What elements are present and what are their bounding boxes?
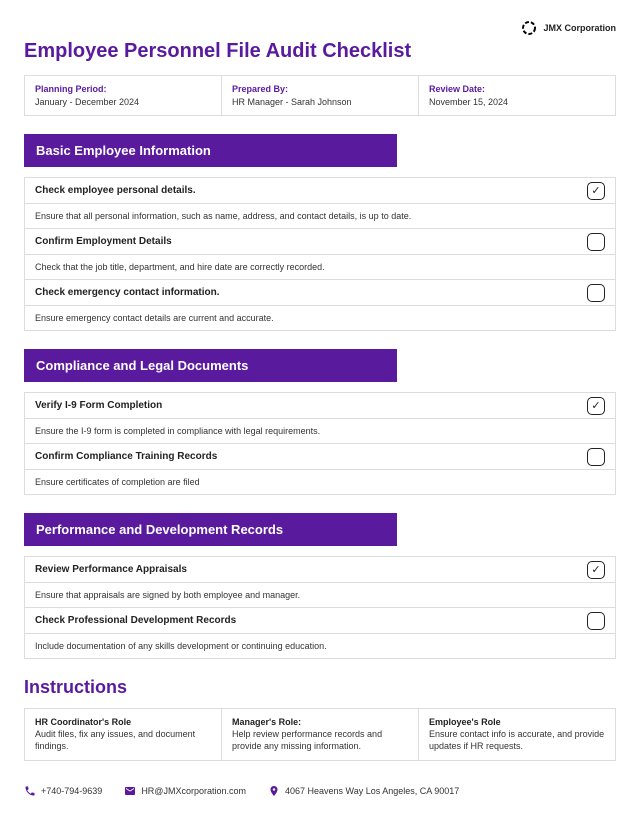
phone-text: +740-794-9639 xyxy=(41,786,102,796)
checkbox[interactable] xyxy=(587,284,605,302)
checkbox[interactable] xyxy=(587,612,605,630)
checklist-item-title: Verify I-9 Form Completion xyxy=(25,393,577,418)
address-text: 4067 Heavens Way Los Angeles, CA 90017 xyxy=(285,786,459,796)
instruction-label: Employee's Role xyxy=(429,717,605,727)
checklist-item: Verify I-9 Form Completion ✓ xyxy=(25,393,615,419)
checkbox[interactable]: ✓ xyxy=(587,182,605,200)
meta-table: Planning Period:January - December 2024P… xyxy=(24,75,616,116)
instruction-value: Audit files, fix any issues, and documen… xyxy=(35,729,211,752)
checklist-item-title: Confirm Compliance Training Records xyxy=(25,444,577,469)
checklist: Review Performance Appraisals ✓ Ensure tha… xyxy=(24,556,616,659)
instruction-label: Manager's Role: xyxy=(232,717,408,727)
instructions-title: Instructions xyxy=(24,677,616,698)
instruction-value: Ensure contact info is accurate, and pro… xyxy=(429,729,605,752)
footer-phone: +740-794-9639 xyxy=(24,785,102,797)
footer: +740-794-9639 HR@JMXcorporation.com 4067… xyxy=(24,781,616,797)
checklist-item: Check employee personal details. ✓ xyxy=(25,178,615,204)
checklist-item-desc: Ensure that all personal information, su… xyxy=(25,204,615,229)
header-row: JMX Corporation xyxy=(24,20,616,36)
meta-label: Prepared By: xyxy=(232,84,408,94)
checkbox[interactable] xyxy=(587,233,605,251)
company-name: JMX Corporation xyxy=(543,23,616,33)
checkbox[interactable]: ✓ xyxy=(587,561,605,579)
meta-cell: Review Date: November 15, 2024 xyxy=(419,76,615,115)
instruction-cell: Employee's Role Ensure contact info is ac… xyxy=(419,709,615,760)
instructions-table: HR Coordinator's Role Audit files, fix an… xyxy=(24,708,616,761)
instruction-cell: HR Coordinator's Role Audit files, fix an… xyxy=(25,709,222,760)
checkbox[interactable] xyxy=(587,448,605,466)
meta-value: November 15, 2024 xyxy=(429,97,605,107)
email-text: HR@JMXcorporation.com xyxy=(141,786,246,796)
checklist-item-title: Review Performance Appraisals xyxy=(25,557,577,582)
location-icon xyxy=(268,785,280,797)
instruction-cell: Manager's Role: Help review performance r… xyxy=(222,709,419,760)
checklist-item-desc: Include documentation of any skills deve… xyxy=(25,634,615,658)
checklist-item-desc: Ensure that appraisals are signed by bot… xyxy=(25,583,615,608)
checklist-item-desc: Check that the job title, department, an… xyxy=(25,255,615,280)
phone-icon xyxy=(24,785,36,797)
logo-icon xyxy=(521,20,537,36)
checklist-item: Confirm Compliance Training Records xyxy=(25,444,615,470)
checklist: Verify I-9 Form Completion ✓ Ensure the I-… xyxy=(24,392,616,495)
meta-label: Planning Period: xyxy=(35,84,211,94)
section-header: Compliance and Legal Documents xyxy=(24,349,397,382)
checklist-item: Check emergency contact information. xyxy=(25,280,615,306)
meta-cell: Prepared By: HR Manager - Sarah Johnson xyxy=(222,76,419,115)
section-header: Basic Employee Information xyxy=(24,134,397,167)
checklist-item-desc: Ensure emergency contact details are cur… xyxy=(25,306,615,330)
checklist-item-title: Check employee personal details. xyxy=(25,178,577,203)
meta-cell: Planning Period: January - December 2024 xyxy=(25,76,222,115)
instruction-label: HR Coordinator's Role xyxy=(35,717,211,727)
checklist-item-title: Check emergency contact information. xyxy=(25,280,577,305)
email-icon xyxy=(124,785,136,797)
checklist: Check employee personal details. ✓ Ensure … xyxy=(24,177,616,331)
meta-value: HR Manager - Sarah Johnson xyxy=(232,97,408,107)
checklist-item-desc: Ensure the I-9 form is completed in comp… xyxy=(25,419,615,444)
footer-email: HR@JMXcorporation.com xyxy=(124,785,246,797)
meta-value: January - December 2024 xyxy=(35,97,211,107)
checkbox[interactable]: ✓ xyxy=(587,397,605,415)
instruction-value: Help review performance records and prov… xyxy=(232,729,408,752)
checklist-item-title: Check Professional Development Records xyxy=(25,608,577,633)
section-header: Performance and Development Records xyxy=(24,513,397,546)
page-title: Employee Personnel File Audit Checklist xyxy=(24,40,616,63)
checklist-item-desc: Ensure certificates of completion are fi… xyxy=(25,470,615,494)
checklist-item: Confirm Employment Details xyxy=(25,229,615,255)
checklist-item: Review Performance Appraisals ✓ xyxy=(25,557,615,583)
meta-label: Review Date: xyxy=(429,84,605,94)
checklist-item-title: Confirm Employment Details xyxy=(25,229,577,254)
footer-address: 4067 Heavens Way Los Angeles, CA 90017 xyxy=(268,785,459,797)
checklist-item: Check Professional Development Records xyxy=(25,608,615,634)
